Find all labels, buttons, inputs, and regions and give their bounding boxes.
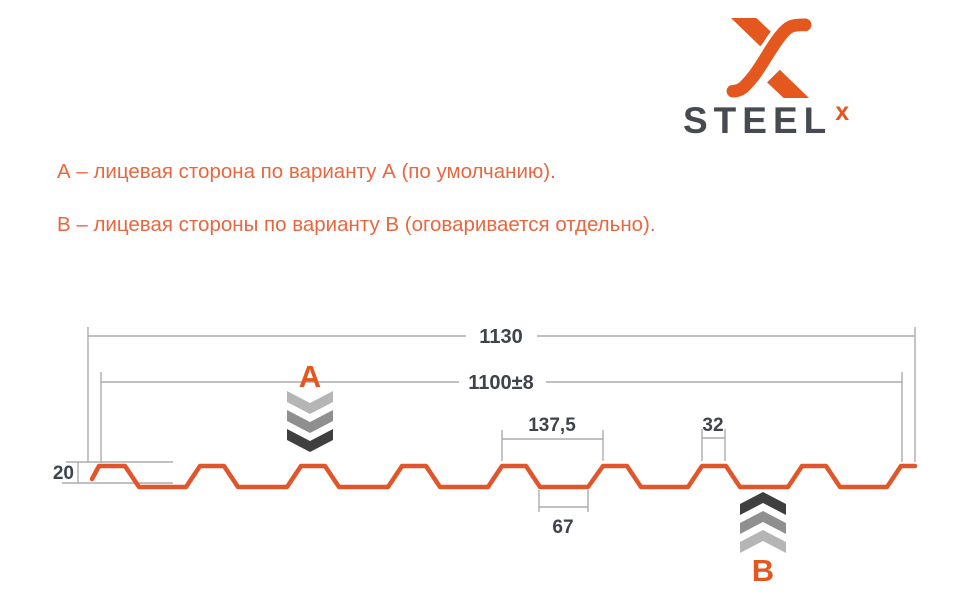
marker-a-label: A xyxy=(299,359,321,394)
profile-outline xyxy=(89,463,918,490)
chevron-down-icon xyxy=(287,410,333,433)
dim-label-32: 32 xyxy=(702,415,723,436)
dim-label-67: 67 xyxy=(552,517,573,538)
dim-rib-pitch: 137,5 xyxy=(501,415,604,461)
logo-superscript-x: x xyxy=(835,98,850,126)
note-variant-a: А – лицевая сторона по варианту А (по ум… xyxy=(57,160,556,183)
steelx-logo: STEEL x xyxy=(655,12,905,157)
steelx-x-icon xyxy=(722,18,816,98)
marker-b-label: B xyxy=(752,553,774,588)
marker-b: B xyxy=(740,492,786,588)
dim-working-width: 1100±8 xyxy=(101,372,902,394)
x-arm-top-left xyxy=(730,18,773,47)
logo-text: STEEL xyxy=(683,100,833,141)
note-variant-b: B – лицевая стороны по варианту B (огова… xyxy=(57,213,656,236)
marker-a: A xyxy=(287,359,333,452)
dim-label-20: 20 xyxy=(53,463,74,484)
extension-lines xyxy=(87,327,916,462)
chevron-up-icon xyxy=(740,530,786,553)
dim-rib-top: 32 xyxy=(701,415,726,461)
profile-diagram: 1130 1100±8 137,5 32 67 xyxy=(53,326,918,588)
dim-label-1100: 1100±8 xyxy=(468,372,534,394)
chevron-up-icon xyxy=(740,492,786,515)
x-arm-bottom-right xyxy=(767,69,810,98)
dim-height: 20 xyxy=(53,461,173,484)
dim-valley: 67 xyxy=(538,490,589,538)
chevron-up-icon xyxy=(740,511,786,534)
chevron-down-icon xyxy=(287,391,333,414)
dim-label-137-5: 137,5 xyxy=(528,415,576,436)
dim-overall-width: 1130 xyxy=(88,326,915,348)
chevron-down-icon xyxy=(287,429,333,452)
dim-label-1130: 1130 xyxy=(479,326,522,348)
x-strand xyxy=(726,18,812,98)
logo-wordmark: STEEL x xyxy=(683,98,850,142)
